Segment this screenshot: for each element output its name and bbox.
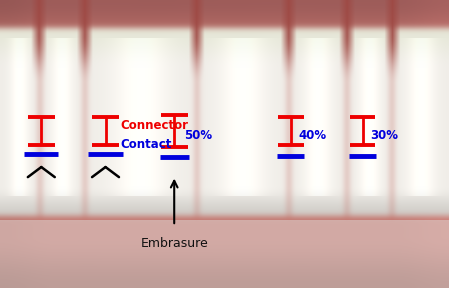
Text: 40%: 40% xyxy=(299,129,327,142)
Text: Embrasure: Embrasure xyxy=(141,237,208,250)
Text: Contact: Contact xyxy=(120,138,172,151)
Text: 30%: 30% xyxy=(370,129,398,142)
Text: 50%: 50% xyxy=(184,129,212,142)
Text: Connector: Connector xyxy=(120,119,188,132)
